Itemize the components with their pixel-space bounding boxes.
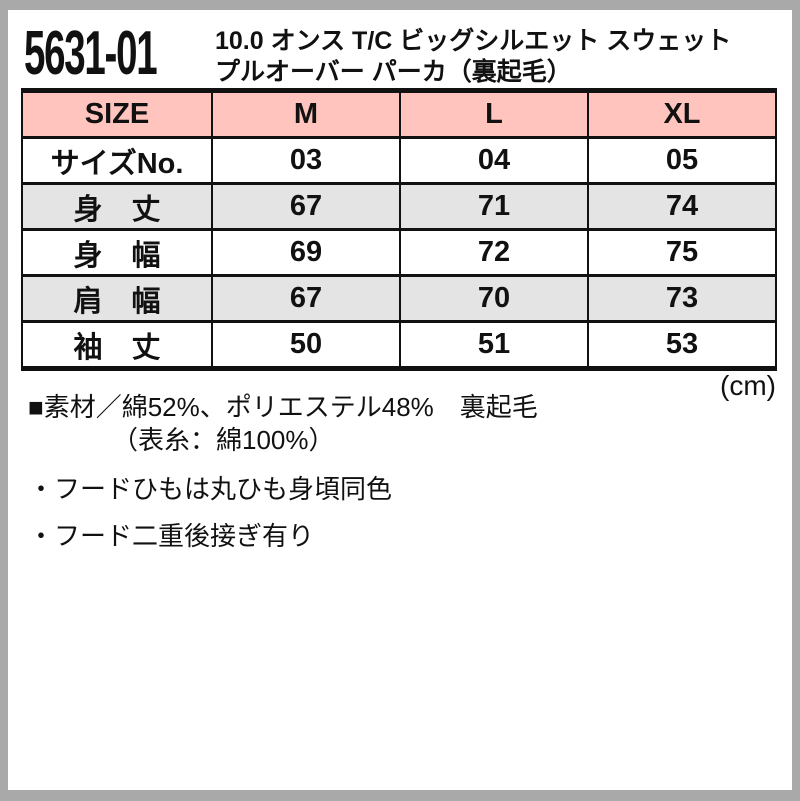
- cell-value: 50: [211, 320, 401, 370]
- row-label: サイズNo.: [21, 136, 213, 185]
- product-title-line1: 10.0 オンス T/C ビッグシルエット スウェット: [215, 27, 732, 55]
- cell-value: 75: [587, 228, 777, 277]
- product-title-line2: プルオーバー パーカ（裏起毛）: [215, 58, 572, 86]
- cell-value: 74: [587, 182, 777, 231]
- cell-value: 53: [587, 320, 777, 370]
- cell-value: 05: [587, 136, 777, 185]
- header-cell-size: SIZE: [21, 89, 213, 139]
- table-row-body-length: 身 丈 67 71 74: [21, 182, 777, 231]
- cell-value: 67: [211, 182, 401, 231]
- product-title: 10.0 オンス T/C ビッグシルエット スウェット プルオーバー パーカ（裏…: [215, 26, 731, 88]
- table-row-sleeve-length: 袖 丈 50 51 53: [21, 320, 777, 370]
- row-label: 身 幅: [21, 228, 213, 277]
- cell-value: 67: [211, 274, 401, 323]
- cell-value: 70: [399, 274, 589, 323]
- size-chart-header-row: SIZE M L XL: [21, 89, 777, 139]
- header-cell-m: M: [211, 89, 401, 139]
- feature-notes: ・フードひもは丸ひも身頃同色 ・フード二重後接ぎ有り: [28, 466, 392, 560]
- cell-value: 03: [211, 136, 401, 185]
- table-row-shoulder-width: 肩 幅 67 70 73: [21, 274, 777, 323]
- cell-value: 69: [211, 228, 401, 277]
- material-line2: （表糸：綿100%）: [112, 425, 335, 455]
- row-label: 身 丈: [21, 182, 213, 231]
- cell-value: 72: [399, 228, 589, 277]
- cell-value: 71: [399, 182, 589, 231]
- note-hood-seam: ・フード二重後接ぎ有り: [28, 521, 315, 551]
- table-row-size-no: サイズNo. 03 04 05: [21, 136, 777, 185]
- content-area: 5631-01 10.0 オンス T/C ビッグシルエット スウェット プルオー…: [8, 10, 792, 790]
- material-line1: ■素材／綿52%、ポリエステル48% 裏起毛: [28, 392, 538, 422]
- table-row-body-width: 身 幅 69 72 75: [21, 228, 777, 277]
- cell-value: 04: [399, 136, 589, 185]
- cell-value: 51: [399, 320, 589, 370]
- product-code: 5631-01: [24, 19, 158, 88]
- header-cell-l: L: [399, 89, 589, 139]
- size-chart-table: SIZE M L XL サイズNo. 03 04 05 身 丈 67 71 74…: [21, 88, 777, 371]
- note-hood-cord: ・フードひもは丸ひも身頃同色: [28, 474, 393, 504]
- unit-label-cm: (cm): [720, 370, 776, 401]
- header-cell-xl: XL: [587, 89, 777, 139]
- material-info: ■素材／綿52%、ポリエステル48% 裏起毛 （表糸：綿100%）: [28, 391, 538, 457]
- row-label: 肩 幅: [21, 274, 213, 323]
- row-label: 袖 丈: [21, 320, 213, 370]
- cell-value: 73: [587, 274, 777, 323]
